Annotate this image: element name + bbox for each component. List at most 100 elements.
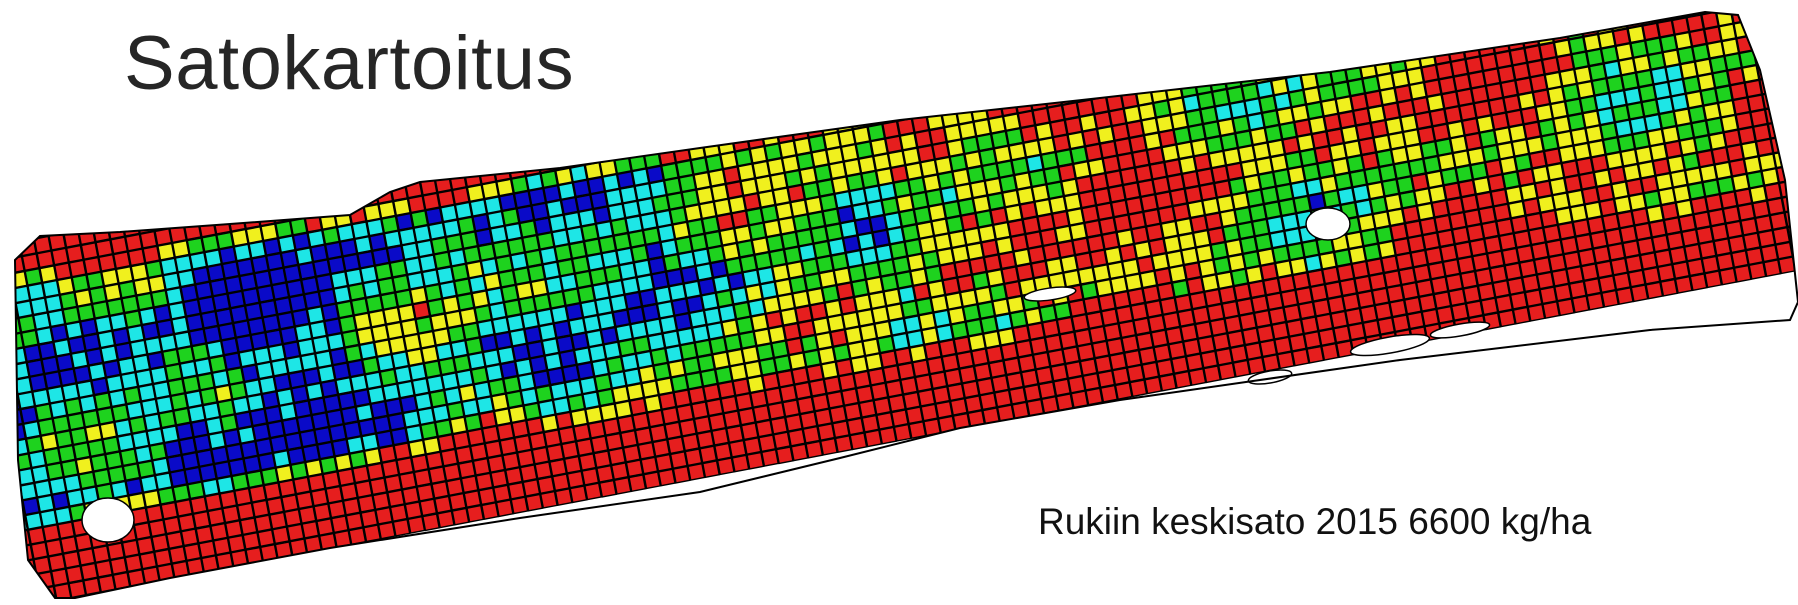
yield-cell (401, 486, 420, 505)
yield-cell (16, 223, 34, 242)
yield-cell (582, 314, 601, 333)
yield-cell (1389, 223, 1408, 241)
yield-cell (807, 211, 826, 230)
yield-cell (1761, 167, 1780, 186)
yield-cell (293, 400, 312, 419)
yield-cell (1019, 201, 1038, 220)
yield-cell (151, 533, 170, 552)
yield-cell (917, 144, 936, 163)
yield-cell (1627, 269, 1646, 288)
yield-cell (1772, 226, 1791, 245)
yield-cell (484, 196, 503, 215)
yield-cell (1597, 107, 1615, 126)
yield-cell (470, 366, 489, 385)
yield-cell (1748, 261, 1767, 280)
yield-cell (142, 245, 161, 264)
yield-cell (1410, 249, 1429, 268)
yield-cell (217, 399, 236, 418)
yield-cell (302, 444, 321, 463)
yield-cell (651, 271, 669, 290)
yield-cell (1552, 192, 1570, 211)
yield-cell (1479, 53, 1498, 72)
yield-cell (1347, 322, 1366, 341)
yield-cell (814, 87, 833, 106)
yield-cell (1644, 37, 1663, 56)
yield-cell (1676, 122, 1695, 141)
yield-cell (729, 119, 748, 138)
yield-cell (748, 222, 767, 241)
yield-cell (829, 405, 848, 424)
yield-cell (479, 334, 498, 353)
yield-cell (710, 183, 729, 202)
yield-cell (849, 432, 868, 451)
yield-cell (1556, 298, 1575, 317)
yield-cell (384, 398, 403, 416)
yield-cell (904, 238, 923, 257)
yield-cell (1601, 289, 1620, 308)
yield-cell (1507, 200, 1526, 219)
yield-cell (487, 134, 506, 153)
yield-cell (941, 353, 960, 372)
yield-cell (283, 264, 302, 283)
yield-cell (1465, 300, 1484, 319)
yield-cell (634, 182, 653, 201)
yield-cell (1606, 75, 1625, 94)
yield-cell (290, 385, 309, 404)
yield-cell (416, 163, 435, 181)
yield-cell (121, 539, 140, 558)
yield-cell (1460, 194, 1479, 213)
yield-cell (422, 436, 441, 455)
yield-cell (287, 447, 306, 466)
yield-cell (15, 485, 23, 504)
yield-cell (1189, 291, 1208, 310)
yield-cell (950, 321, 969, 340)
yield-cell (289, 217, 308, 236)
yield-cell (1359, 305, 1378, 323)
yield-cell (1057, 240, 1076, 259)
yield-cell (1008, 142, 1027, 161)
yield-cell (987, 192, 1006, 211)
yield-cell (1202, 121, 1221, 139)
yield-cell (302, 367, 321, 386)
yield-cell (531, 446, 550, 465)
yield-cell (975, 209, 994, 228)
yield-cell (959, 289, 978, 308)
yield-cell (639, 212, 658, 231)
yield-cell (180, 284, 199, 303)
yield-cell (334, 453, 353, 472)
yield-cell (1371, 43, 1390, 62)
yield-cell (324, 318, 342, 336)
yield-cell (1331, 0, 1347, 7)
yield-cell (1056, 316, 1075, 335)
yield-cell (392, 274, 411, 293)
yield-cell (792, 290, 810, 309)
yield-cell (504, 466, 523, 485)
yield-cell (1442, 14, 1461, 33)
yield-cell (782, 322, 801, 341)
yield-cell (15, 544, 34, 563)
yield-cell (1200, 350, 1219, 369)
yield-cell (815, 331, 834, 350)
yield-cell (594, 297, 613, 316)
yield-cell (1477, 282, 1496, 301)
yield-cell (466, 184, 485, 203)
yield-cell (719, 227, 738, 246)
yield-cell (222, 184, 241, 203)
yield-cell (1239, 312, 1257, 331)
yield-cell (1011, 157, 1030, 176)
yield-cell (333, 285, 352, 304)
yield-cell (498, 269, 516, 288)
yield-cell (564, 379, 583, 398)
yield-cell (1365, 13, 1384, 32)
yield-cell (1669, 169, 1688, 188)
yield-cell (1729, 0, 1745, 8)
yield-cell (1726, 144, 1745, 162)
yield-cell (623, 123, 642, 142)
yield-cell (1547, 86, 1566, 105)
yield-cell (585, 329, 604, 348)
yield-cell (700, 292, 719, 311)
yield-cell (178, 437, 197, 456)
yield-cell (1618, 57, 1637, 76)
yield-cell (831, 420, 850, 439)
